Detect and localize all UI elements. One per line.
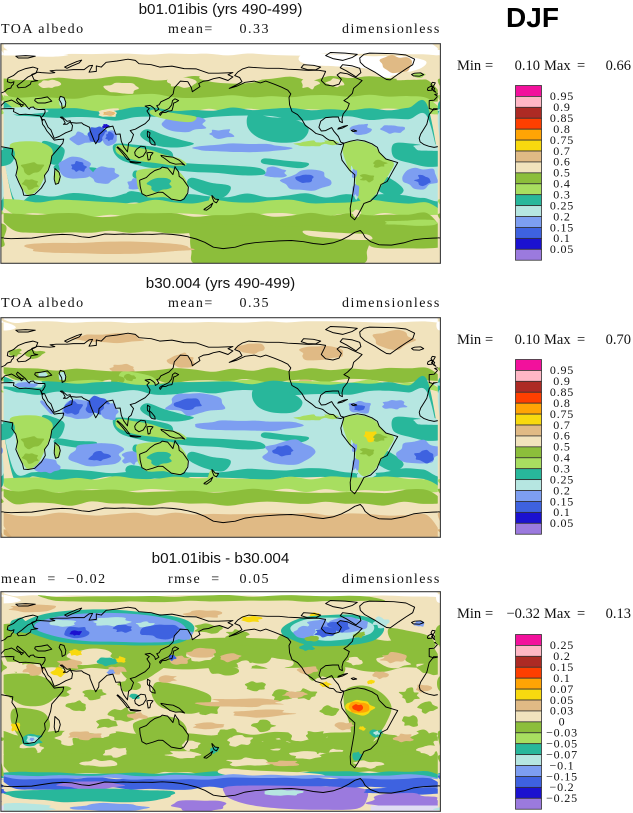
svg-text:0.07: 0.07	[550, 681, 574, 695]
svg-text:0.6: 0.6	[553, 429, 570, 443]
svg-text:−0.03: −0.03	[546, 725, 578, 739]
svg-text:0.15: 0.15	[550, 220, 574, 234]
svg-text:0.2: 0.2	[553, 649, 570, 663]
svg-text:0.95: 0.95	[550, 89, 574, 103]
svg-text:0.5: 0.5	[553, 166, 570, 180]
svg-text:−0.05: −0.05	[546, 736, 578, 750]
svg-text:0.2: 0.2	[553, 209, 570, 223]
svg-text:−0.2: −0.2	[550, 780, 575, 794]
svg-text:0.95: 0.95	[550, 363, 574, 377]
svg-text:0.4: 0.4	[553, 177, 570, 191]
svg-text:0.7: 0.7	[553, 144, 570, 158]
svg-text:0.8: 0.8	[553, 122, 570, 136]
svg-text:0.25: 0.25	[550, 473, 574, 487]
svg-text:0.9: 0.9	[553, 374, 570, 388]
svg-text:0.7: 0.7	[553, 418, 570, 432]
svg-text:0.3: 0.3	[553, 462, 570, 476]
svg-text:0: 0	[559, 714, 566, 728]
svg-text:0.05: 0.05	[550, 242, 574, 256]
svg-text:0.25: 0.25	[550, 198, 574, 212]
svg-text:0.05: 0.05	[550, 516, 574, 530]
svg-text:0.8: 0.8	[553, 396, 570, 410]
svg-text:0.5: 0.5	[553, 440, 570, 454]
svg-text:0.03: 0.03	[550, 703, 574, 717]
svg-text:0.1: 0.1	[553, 505, 570, 519]
svg-text:0.4: 0.4	[553, 451, 570, 465]
svg-text:0.9: 0.9	[553, 100, 570, 114]
svg-text:0.05: 0.05	[550, 692, 574, 706]
svg-text:0.3: 0.3	[553, 188, 570, 202]
svg-text:0.15: 0.15	[550, 495, 574, 509]
svg-text:0.6: 0.6	[553, 155, 570, 169]
svg-text:0.85: 0.85	[550, 111, 574, 125]
svg-text:−0.1: −0.1	[550, 758, 575, 772]
svg-text:0.85: 0.85	[550, 385, 574, 399]
svg-text:−0.15: −0.15	[546, 769, 578, 783]
svg-text:0.75: 0.75	[550, 133, 574, 147]
svg-text:−0.07: −0.07	[546, 747, 578, 761]
svg-text:0.1: 0.1	[553, 671, 570, 685]
svg-text:0.15: 0.15	[550, 660, 574, 674]
svg-text:0.2: 0.2	[553, 484, 570, 498]
svg-text:−0.25: −0.25	[546, 791, 578, 805]
svg-text:0.75: 0.75	[550, 407, 574, 421]
svg-text:0.1: 0.1	[553, 231, 570, 245]
svg-text:0.25: 0.25	[550, 638, 574, 652]
